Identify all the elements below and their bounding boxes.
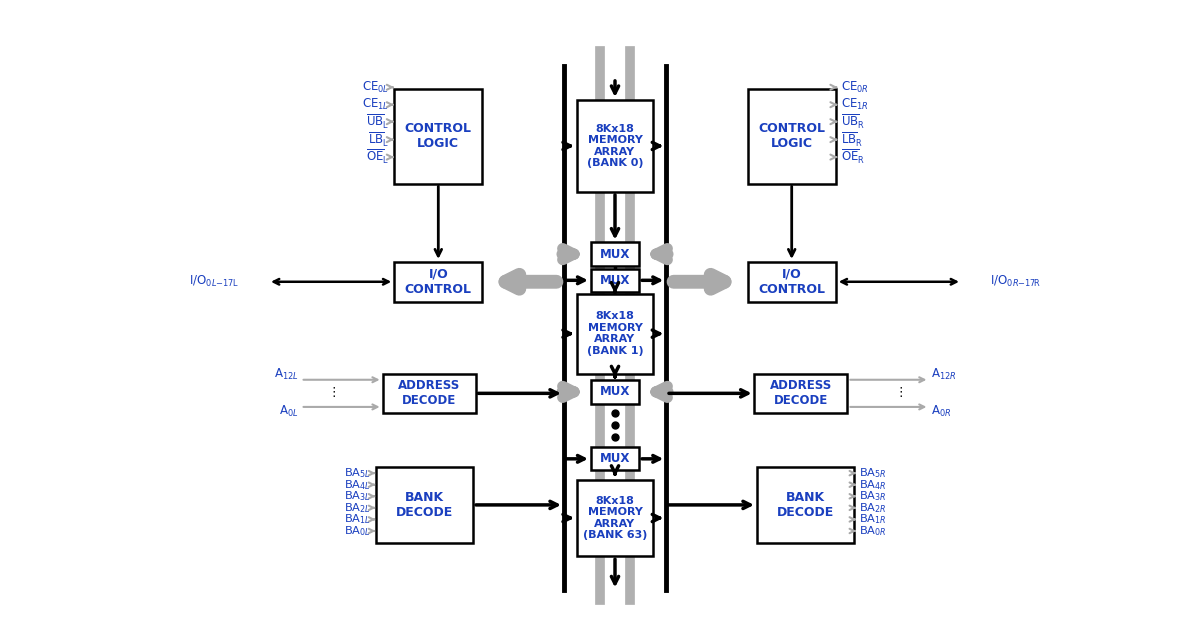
Text: CE$_{0R}$: CE$_{0R}$ [840, 79, 869, 94]
Bar [376, 467, 473, 542]
Text: BA$_{0L}$: BA$_{0L}$ [344, 524, 371, 538]
Bar [590, 447, 640, 471]
Text: I/O$_{0R\rm{-}17R}$: I/O$_{0R\rm{-}17R}$ [990, 274, 1040, 289]
Text: $\overline{\rm LB}_{R}$: $\overline{\rm LB}_{R}$ [840, 130, 863, 149]
Text: $\overline{\rm UB}_{R}$: $\overline{\rm UB}_{R}$ [840, 113, 865, 130]
Text: MUX: MUX [600, 386, 630, 398]
Text: $\overline{\rm OE}_{R}$: $\overline{\rm OE}_{R}$ [840, 148, 865, 166]
Text: BA$_{2L}$: BA$_{2L}$ [344, 501, 371, 515]
Text: I/O$_{0L\rm{-}17L}$: I/O$_{0L\rm{-}17L}$ [190, 274, 239, 289]
Text: $\overline{\rm UB}_{L}$: $\overline{\rm UB}_{L}$ [366, 113, 390, 130]
Text: $\vdots$: $\vdots$ [326, 386, 336, 399]
Text: BA$_{5R}$: BA$_{5R}$ [859, 466, 887, 480]
Text: CE$_{1R}$: CE$_{1R}$ [840, 97, 869, 112]
Bar [577, 294, 653, 374]
Bar [383, 374, 475, 413]
Bar [577, 100, 653, 192]
Bar [590, 268, 640, 292]
Text: MUX: MUX [600, 248, 630, 261]
Bar [757, 467, 854, 542]
Text: BA$_{4L}$: BA$_{4L}$ [344, 478, 371, 491]
Text: A$_{12L}$: A$_{12L}$ [274, 367, 299, 382]
Bar [755, 374, 847, 413]
Text: ADDRESS
DECODE: ADDRESS DECODE [398, 379, 460, 408]
Text: BANK
DECODE: BANK DECODE [396, 491, 452, 519]
Bar [590, 243, 640, 266]
Bar [394, 89, 482, 183]
Text: MUX: MUX [600, 274, 630, 287]
Text: BA$_{3L}$: BA$_{3L}$ [344, 490, 371, 503]
Bar [590, 381, 640, 404]
Text: ADDRESS
DECODE: ADDRESS DECODE [770, 379, 832, 408]
Text: A$_{12R}$: A$_{12R}$ [931, 367, 956, 382]
Text: BA$_{4R}$: BA$_{4R}$ [859, 478, 887, 491]
Text: BA$_{1L}$: BA$_{1L}$ [344, 513, 371, 526]
Text: CONTROL
LOGIC: CONTROL LOGIC [404, 122, 472, 150]
Text: CONTROL
LOGIC: CONTROL LOGIC [758, 122, 826, 150]
Bar [394, 262, 482, 302]
Text: I/O
CONTROL: I/O CONTROL [758, 268, 826, 295]
Text: A$_{0L}$: A$_{0L}$ [280, 404, 299, 420]
Bar [748, 262, 836, 302]
Text: BA$_{0R}$: BA$_{0R}$ [859, 524, 887, 538]
Text: $\overline{\rm LB}_{L}$: $\overline{\rm LB}_{L}$ [368, 130, 390, 149]
Text: MUX: MUX [600, 452, 630, 466]
Text: BANK
DECODE: BANK DECODE [778, 491, 834, 519]
Text: BA$_{2R}$: BA$_{2R}$ [859, 501, 887, 515]
Text: I/O
CONTROL: I/O CONTROL [404, 268, 472, 295]
Text: BA$_{3R}$: BA$_{3R}$ [859, 490, 887, 503]
Text: 8Kx18
MEMORY
ARRAY
(BANK 1): 8Kx18 MEMORY ARRAY (BANK 1) [587, 311, 643, 356]
Text: BA$_{5L}$: BA$_{5L}$ [344, 466, 371, 480]
Bar [577, 479, 653, 556]
Text: A$_{0R}$: A$_{0R}$ [931, 404, 952, 420]
Text: 8Kx18
MEMORY
ARRAY
(BANK 0): 8Kx18 MEMORY ARRAY (BANK 0) [587, 123, 643, 168]
Text: BA$_{1R}$: BA$_{1R}$ [859, 513, 887, 526]
Text: CE$_{1L}$: CE$_{1L}$ [362, 97, 390, 112]
Text: $\overline{\rm OE}_{L}$: $\overline{\rm OE}_{L}$ [366, 148, 390, 166]
Text: CE$_{0L}$: CE$_{0L}$ [362, 79, 390, 94]
Text: $\vdots$: $\vdots$ [894, 386, 904, 399]
Bar [748, 89, 836, 183]
Text: 8Kx18
MEMORY
ARRAY
(BANK 63): 8Kx18 MEMORY ARRAY (BANK 63) [583, 496, 647, 541]
